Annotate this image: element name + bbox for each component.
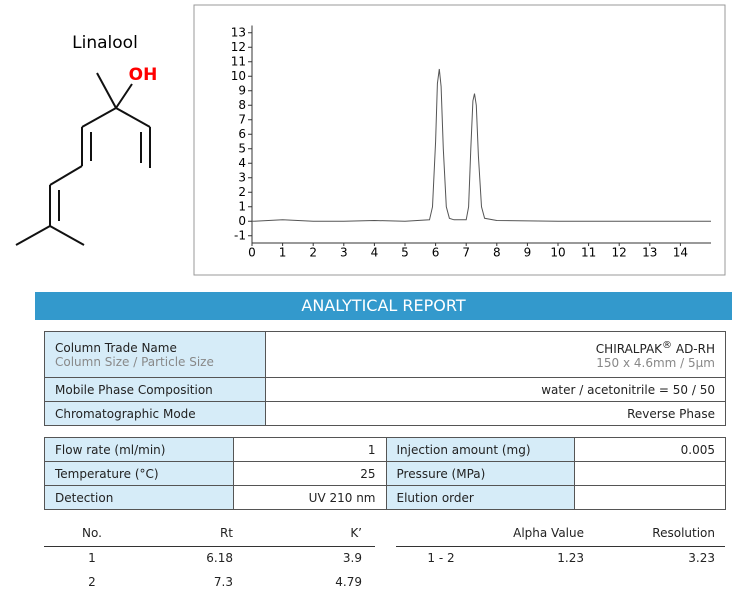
column-header: Resolution — [652, 526, 715, 540]
chart-frame — [193, 4, 726, 276]
y-tick-label: 4 — [238, 156, 246, 170]
value: 0.005 — [574, 437, 726, 462]
rule — [396, 546, 725, 547]
label: Detection — [44, 485, 234, 510]
cell: 1 — [88, 551, 96, 565]
label: Temperature (°C) — [44, 461, 234, 486]
cell: 2 — [88, 575, 96, 589]
y-tick-label: 12 — [231, 40, 246, 54]
column-header: Alpha Value — [513, 526, 584, 540]
hydroxyl-label: OH — [129, 65, 158, 85]
label: Column Trade Name — [55, 340, 177, 355]
row: Flow rate (ml/min) 1 Injection amount (mg)… — [44, 437, 726, 462]
rule — [44, 546, 375, 547]
y-tick-label: 9 — [238, 83, 246, 97]
value: UV 210 nm — [232, 485, 387, 510]
x-tick-label: 7 — [462, 246, 470, 260]
column-label: Column Trade Name Column Size / Particle… — [44, 331, 266, 378]
row: Temperature (°C) 25 Pressure (MPa) — [44, 461, 726, 486]
x-tick-label: 10 — [550, 246, 565, 260]
column-table: Column Trade Name Column Size / Particle… — [44, 331, 726, 426]
y-tick-label: 5 — [238, 141, 246, 155]
label: Chromatographic Mode — [44, 401, 266, 426]
column-value: CHIRALPAK® AD-RH 150 x 4.6mm / 5µm — [265, 331, 726, 378]
value: Reverse Phase — [265, 401, 726, 426]
label: Mobile Phase Composition — [44, 377, 266, 402]
x-tick-label: 6 — [432, 246, 440, 260]
value — [574, 485, 726, 510]
y-tick-label: 11 — [231, 54, 246, 68]
row: Detection UV 210 nm Elution order — [44, 485, 726, 510]
label: Elution order — [385, 485, 576, 510]
cell: 1.23 — [557, 551, 584, 565]
label: Pressure (MPa) — [385, 461, 576, 486]
value: ® — [662, 339, 673, 351]
x-tick-label: 13 — [642, 246, 657, 260]
column-header: K’ — [350, 526, 362, 540]
y-tick-label: -1 — [234, 228, 246, 242]
value: 25 — [232, 461, 387, 486]
column-header: Rt — [219, 526, 233, 540]
label: Injection amount (mg) — [385, 437, 576, 462]
cell: 3.9 — [342, 551, 362, 565]
report-title: ANALYTICAL REPORT — [35, 292, 732, 320]
cell: 4.79 — [335, 575, 362, 589]
value: CHIRALPAK — [595, 341, 663, 356]
conditions-table: Flow rate (ml/min) 1 Injection amount (mg)… — [44, 437, 726, 510]
y-tick-label: 0 — [238, 214, 246, 228]
results: No. Rt K’ 1 6.18 3.9 2 7.3 4.79 Alpha Value Resolu… — [0, 520, 742, 599]
cell: 3.23 — [688, 551, 715, 565]
x-tick-label: 8 — [493, 246, 501, 260]
cell: 1 - 2 — [427, 551, 455, 565]
x-tick-label: 12 — [612, 246, 627, 260]
value — [574, 461, 726, 486]
column-header: No. — [82, 526, 102, 540]
x-tick-label: 1 — [279, 246, 287, 260]
y-tick-label: 3 — [238, 170, 246, 184]
x-tick-label: 11 — [581, 246, 596, 260]
x-tick-label: 3 — [340, 246, 348, 260]
cell: 7.3 — [213, 575, 233, 589]
label: Flow rate (ml/min) — [44, 437, 234, 462]
x-tick-label: 9 — [524, 246, 532, 260]
molecule-name: Linalool — [72, 33, 138, 53]
structure — [15, 72, 151, 246]
y-tick-label: 8 — [238, 98, 246, 112]
value: 1 — [232, 437, 387, 462]
y-tick-label: 1 — [238, 199, 246, 213]
value: 150 x 4.6mm / 5µm — [596, 355, 715, 370]
x-tick-label: 5 — [401, 246, 409, 260]
x-tick-label: 14 — [673, 246, 688, 260]
cell: 6.18 — [206, 551, 233, 565]
y-tick-label: 13 — [231, 25, 246, 39]
x-tick-label: 0 — [248, 246, 256, 260]
label: Column Size / Particle Size — [55, 354, 214, 369]
y-tick-label: 7 — [238, 112, 246, 126]
x-tick-label: 2 — [309, 246, 317, 260]
trace — [251, 68, 711, 222]
y-tick-label: 2 — [238, 185, 246, 199]
x-tick-label: 4 — [371, 246, 379, 260]
value: AD-RH — [675, 341, 715, 356]
y-tick-label: 6 — [238, 127, 246, 141]
y-tick-label: 10 — [231, 69, 246, 83]
value: water / acetonitrile = 50 / 50 — [265, 377, 726, 402]
